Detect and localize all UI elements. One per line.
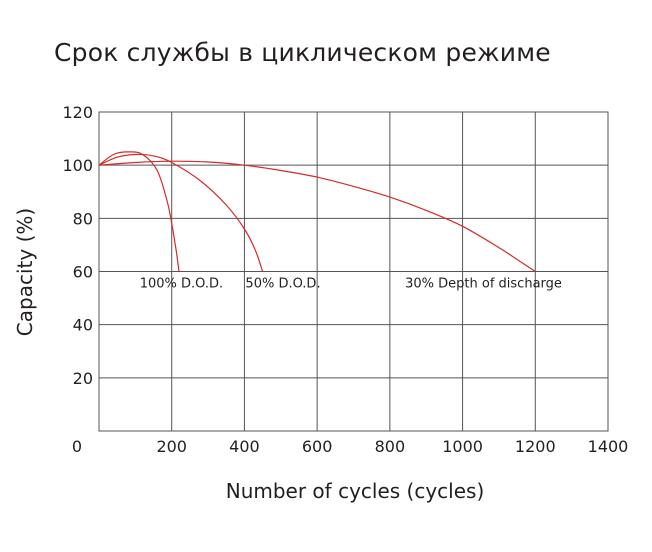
y-tick-label: 20: [73, 369, 93, 388]
x-tick-label: 200: [156, 437, 187, 456]
grid: [98, 111, 609, 432]
y-tick-label: 40: [73, 316, 93, 335]
x-tick-label: 1000: [442, 437, 483, 456]
x-tick-label: 0: [72, 437, 82, 456]
y-axis-label: Capacity (%): [13, 208, 37, 336]
y-tick-label: 100: [62, 156, 93, 175]
series-label: 100% D.O.D.: [140, 277, 223, 292]
y-axis-ticks: 20 40 60 80 100 120: [62, 103, 93, 388]
x-axis-label: Number of cycles (cycles): [226, 479, 485, 503]
series-label: 50% D.O.D.: [245, 277, 320, 292]
series-label: 30% Depth of discharge: [405, 277, 562, 292]
series-line-3: [98, 160, 536, 272]
x-tick-label: 600: [302, 437, 333, 456]
y-tick-label: 60: [73, 263, 93, 282]
series-line-2: [98, 153, 264, 272]
series-labels: 100% D.O.D. 50% D.O.D. 30% Depth of discha…: [140, 277, 562, 292]
series-line-1: [98, 151, 180, 272]
y-tick-label: 120: [62, 103, 93, 122]
x-tick-label: 800: [375, 437, 406, 456]
y-tick-label: 80: [73, 209, 93, 228]
chart-title: Срок службы в циклическом режиме: [54, 38, 551, 67]
series-lines: [98, 151, 536, 272]
x-tick-label: 400: [229, 437, 260, 456]
x-tick-label: 1200: [515, 437, 556, 456]
x-tick-label: 1400: [588, 437, 629, 456]
x-axis-ticks: 0 200 400 600 800 1000 1200 1400: [72, 437, 628, 456]
